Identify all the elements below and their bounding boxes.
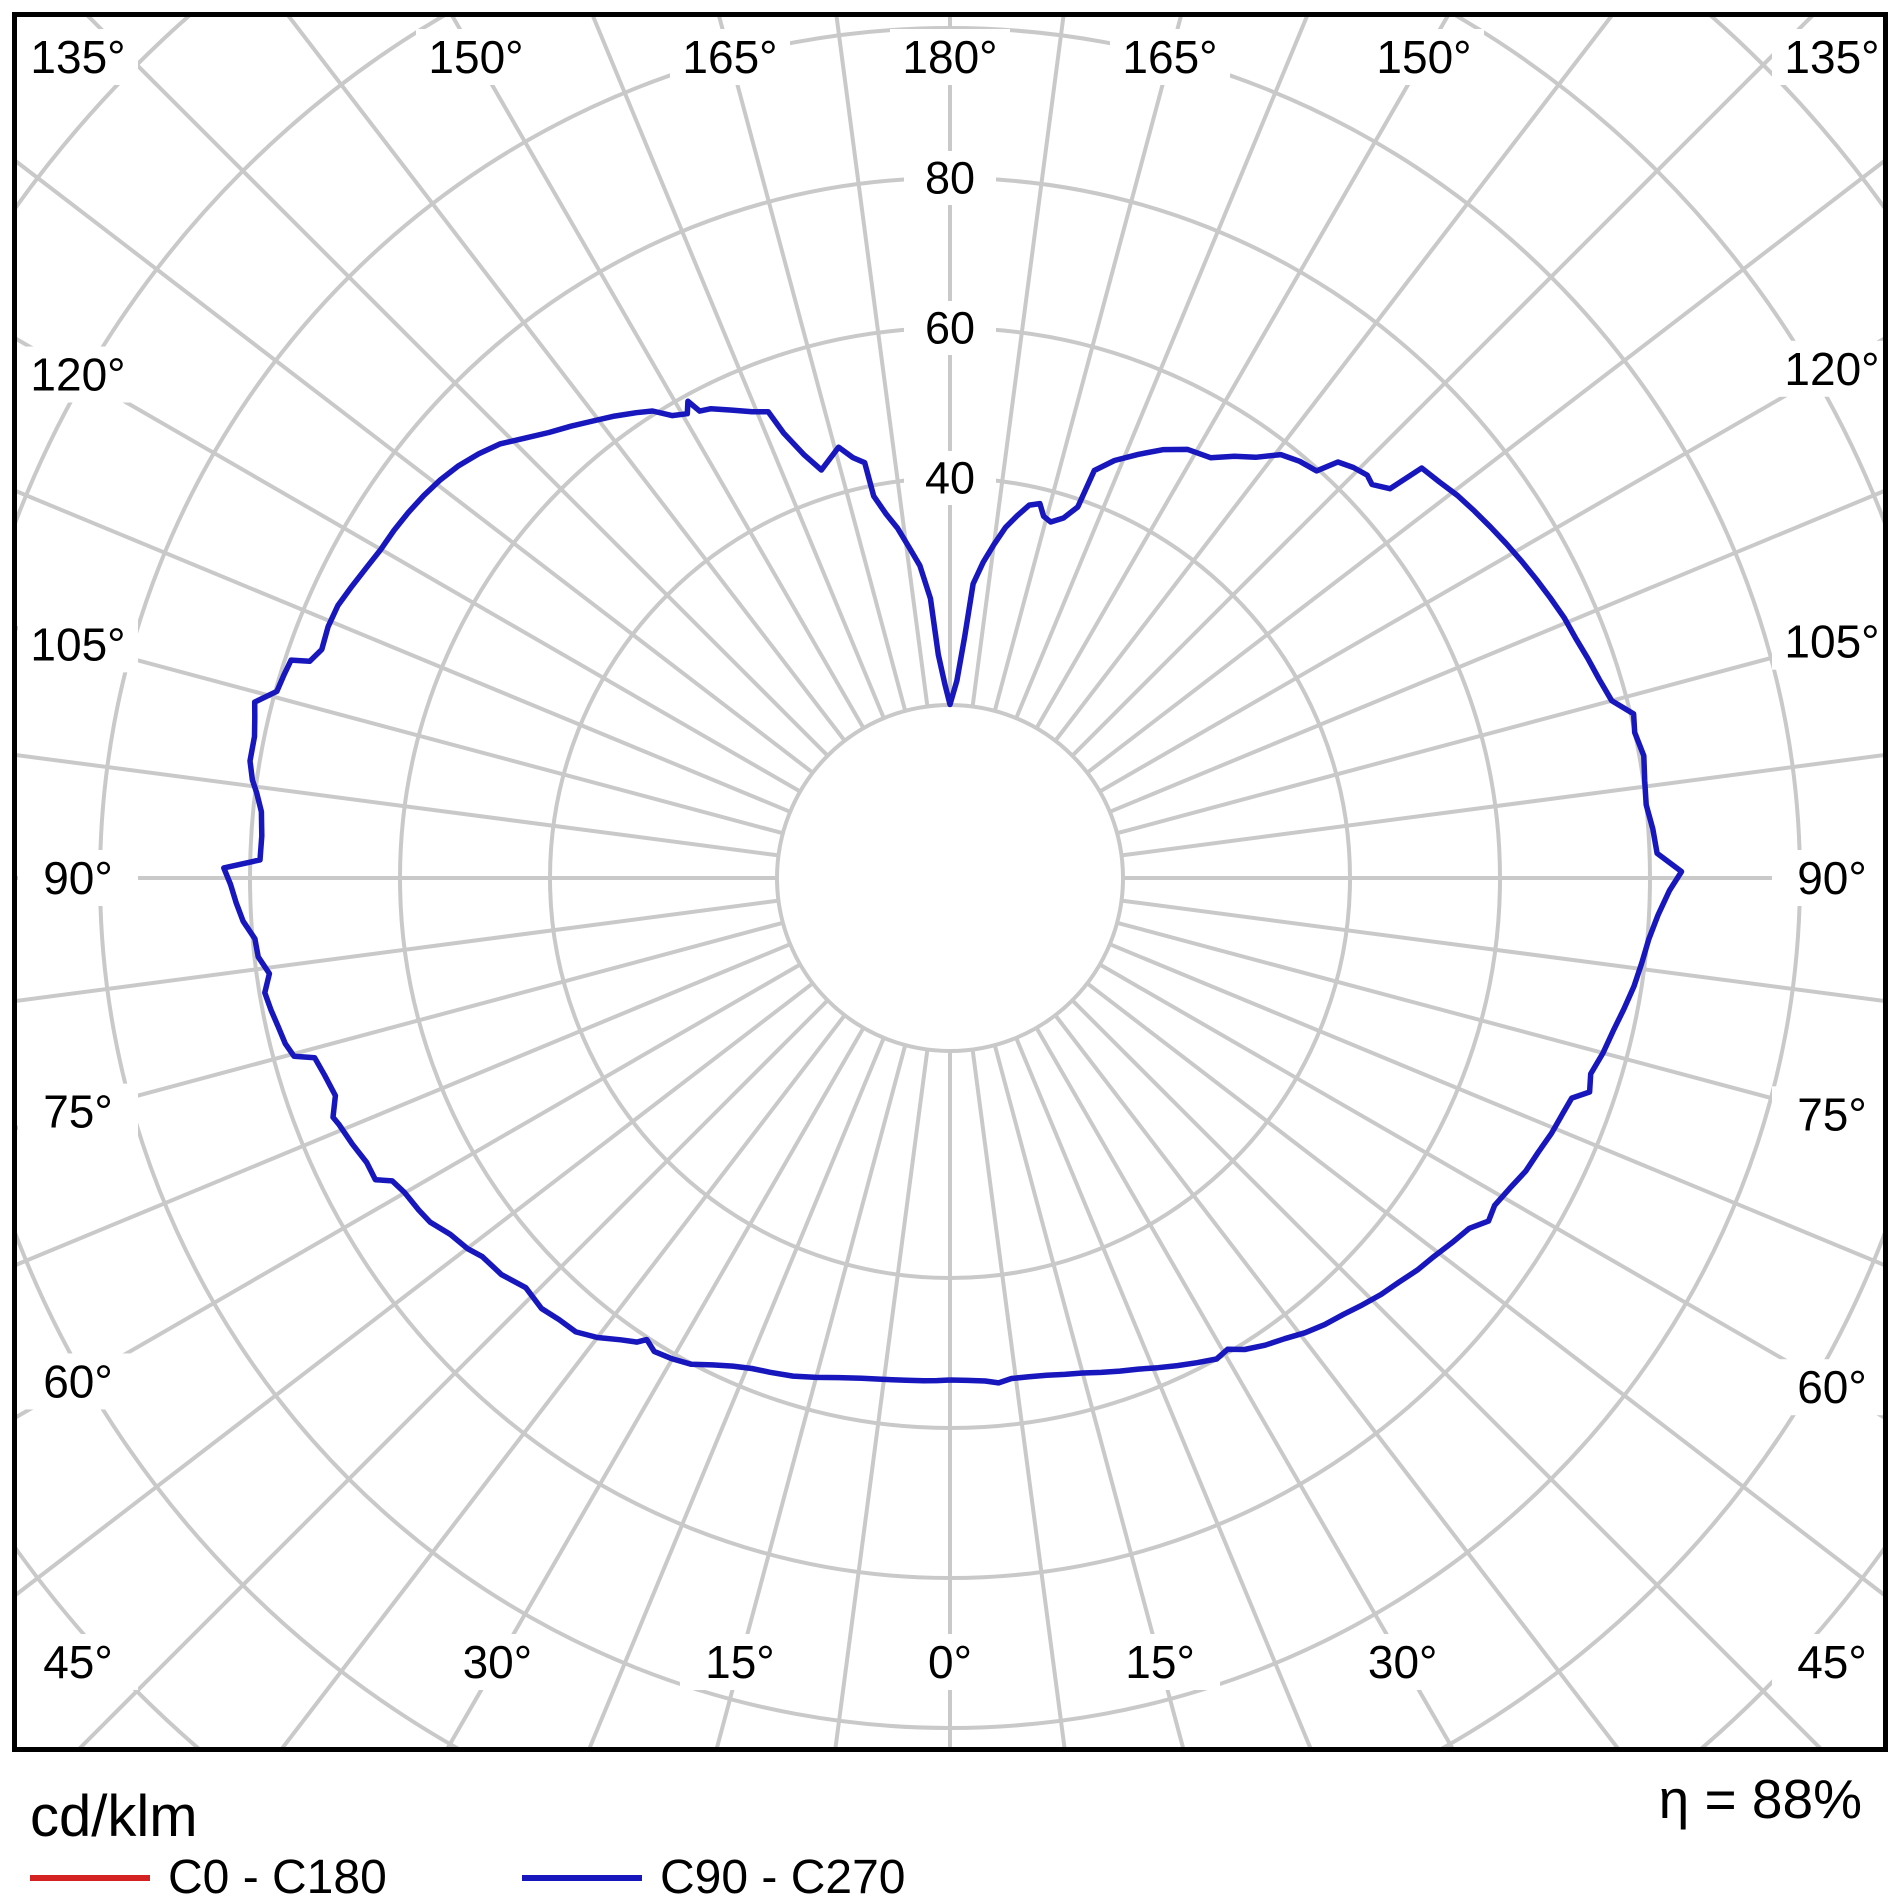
angle-label: 180° [902,31,997,83]
center-hole [775,703,1125,1053]
legend: C0 - C180 C90 - C270 [0,1851,1900,1900]
angle-label: 105° [1784,616,1879,668]
angle-label: 30° [1368,1636,1438,1688]
angle-label: 60° [1797,1361,1867,1413]
units-label: cd/klm [30,1784,198,1849]
angle-label: 120° [30,349,125,401]
legend-line-c90-icon [522,1875,642,1881]
radial-tick-label: 80 [925,153,975,204]
plot-border [12,12,1888,1752]
angle-label: 150° [1376,31,1471,83]
legend-label-c90: C90 - C270 [660,1851,906,1900]
angle-label: 60° [43,1355,113,1407]
angle-label: 15° [1125,1636,1195,1688]
legend-line-c0-icon [30,1875,150,1881]
angle-label: 105° [30,618,125,670]
angle-labels: 0° 15° 15° 30° 30° 45° 45° 60° 60° 75° 75° 90° 90° 10… [18,29,1892,1690]
angle-label: 135° [30,31,125,83]
angle-label: 75° [1797,1088,1867,1140]
angle-label: 165° [682,31,777,83]
angle-label: 75° [43,1086,113,1138]
angle-label: 45° [43,1636,113,1688]
angle-label: 150° [428,31,523,83]
angle-label: 15° [705,1636,775,1688]
angle-label: 165° [1122,31,1217,83]
angle-label: 90° [1797,852,1867,904]
angle-label: 135° [1784,31,1879,83]
angle-label: 30° [463,1636,533,1688]
legend-label-c0: C0 - C180 [168,1851,387,1900]
radial-tick-label: 40 [925,453,975,504]
efficiency-value: η = 88% [1658,1768,1862,1830]
curve-c90-c270 [221,398,1685,1386]
angle-label: 90° [43,852,113,904]
radial-tick-label: 60 [925,303,975,354]
angle-label: 0° [928,1636,972,1688]
radial-axis-labels: 40 60 80 [904,151,996,505]
angle-label: 45° [1797,1636,1867,1688]
angle-label: 120° [1784,343,1879,395]
